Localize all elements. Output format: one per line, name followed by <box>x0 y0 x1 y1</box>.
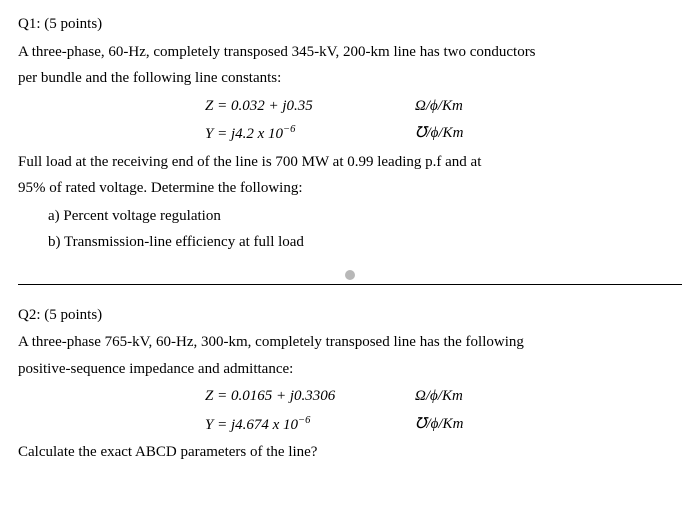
q2-eq2-pre: Y = j4.674 x 10 <box>205 417 298 433</box>
q2-eq1-right: Ω/ϕ/Km <box>415 384 495 410</box>
q1-header: Q1: (5 points) <box>18 12 682 38</box>
q1-line4: 95% of rated voltage. Determine the foll… <box>18 176 682 202</box>
q2-line2: positive-sequence impedance and admittan… <box>18 357 682 383</box>
q1-eq1-right: Ω/ϕ/Km <box>415 94 495 120</box>
q1-line3: Full load at the receiving end of the li… <box>18 150 682 176</box>
q1-eq2-left: Y = j4.2 x 10−6 <box>205 121 355 148</box>
q1-eq2-right: ℧/ϕ/Km <box>415 121 495 148</box>
separator <box>18 270 682 285</box>
q2-line3: Calculate the exact ABCD parameters of t… <box>18 440 682 466</box>
q1-eq2-sup: −6 <box>283 124 295 135</box>
question-2: Q2: (5 points) A three-phase 765-kV, 60-… <box>18 303 682 466</box>
q2-eq2-sup: −6 <box>298 415 310 426</box>
q1-line2: per bundle and the following line consta… <box>18 66 682 92</box>
q1-item-b: b) Transmission-line efficiency at full … <box>48 230 682 256</box>
q2-eq2-right: ℧/ϕ/Km <box>415 412 495 439</box>
q1-sublist: a) Percent voltage regulation b) Transmi… <box>18 204 682 256</box>
separator-dot-icon <box>345 270 355 280</box>
q2-eq1: Z = 0.0165 + j0.3306 Ω/ϕ/Km <box>18 384 682 410</box>
q1-eq1-left: Z = 0.032 + j0.35 <box>205 94 355 120</box>
q2-eq1-left: Z = 0.0165 + j0.3306 <box>205 384 355 410</box>
q1-eq2-pre: Y = j4.2 x 10 <box>205 126 283 142</box>
question-1: Q1: (5 points) A three-phase, 60-Hz, com… <box>18 12 682 256</box>
q2-eq2-left: Y = j4.674 x 10−6 <box>205 412 355 439</box>
q1-eq1: Z = 0.032 + j0.35 Ω/ϕ/Km <box>18 94 682 120</box>
q2-header: Q2: (5 points) <box>18 303 682 329</box>
q1-item-a: a) Percent voltage regulation <box>48 204 682 230</box>
q2-line1: A three-phase 765-kV, 60-Hz, 300-km, com… <box>18 330 682 356</box>
separator-line <box>18 284 682 285</box>
q1-eq2: Y = j4.2 x 10−6 ℧/ϕ/Km <box>18 121 682 148</box>
q2-eq2: Y = j4.674 x 10−6 ℧/ϕ/Km <box>18 412 682 439</box>
q1-line1: A three-phase, 60-Hz, completely transpo… <box>18 40 682 66</box>
